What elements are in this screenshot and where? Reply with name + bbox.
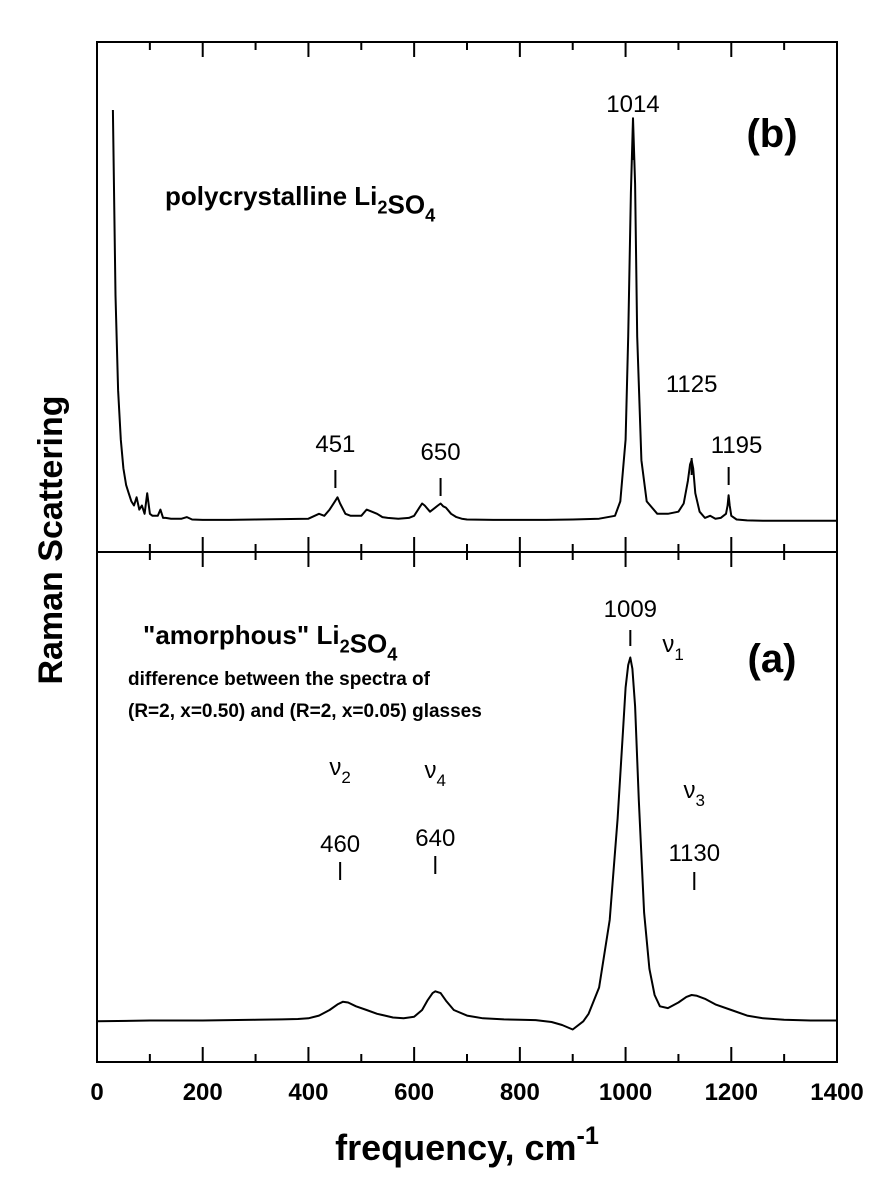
mode-label-nu2: ν2 xyxy=(329,754,350,787)
note-line-1: difference between the spectra of xyxy=(128,669,431,690)
x-tick-label: 1200 xyxy=(705,1079,758,1106)
peak-label-b: 650 xyxy=(421,439,461,466)
panel-tag-b: (b) xyxy=(746,112,797,156)
peak-label-b: 1125 xyxy=(666,371,718,398)
note-line-2: (R=2, x=0.50) and (R=2, x=0.05) glasses xyxy=(128,701,482,722)
x-tick-label: 200 xyxy=(183,1079,223,1106)
panel-title-b: polycrystalline Li2SO4 xyxy=(165,181,436,226)
x-tick-label: 600 xyxy=(394,1079,434,1106)
x-tick-label: 800 xyxy=(500,1079,540,1106)
peak-label-a: 1009 xyxy=(604,596,657,623)
x-tick-label: 400 xyxy=(288,1079,328,1106)
peak-label-b: 1014 xyxy=(606,91,659,118)
y-axis-label: Raman Scattering xyxy=(32,395,70,684)
peak-label-a: 460 xyxy=(320,831,360,858)
panel-tag-a: (a) xyxy=(748,637,797,681)
x-tick-label: 1000 xyxy=(599,1079,652,1106)
x-axis-label: frequency, cm-1 xyxy=(335,1122,599,1168)
mode-label-nu1: ν1 xyxy=(662,631,683,664)
peak-label-a: 1130 xyxy=(668,840,720,867)
peak-label-b: 451 xyxy=(315,431,355,458)
mode-label-nu3: ν3 xyxy=(684,777,705,810)
x-tick-label: 0 xyxy=(90,1079,103,1106)
mode-label-nu4: ν4 xyxy=(425,757,446,790)
series-line-a xyxy=(96,656,837,1031)
x-tick-label: 1400 xyxy=(810,1079,863,1106)
series-line-b xyxy=(111,109,837,522)
peak-label-b: 1195 xyxy=(711,432,763,459)
panel-title-a: "amorphous" Li2SO4 xyxy=(143,620,398,665)
peak-label-a: 640 xyxy=(415,825,455,852)
